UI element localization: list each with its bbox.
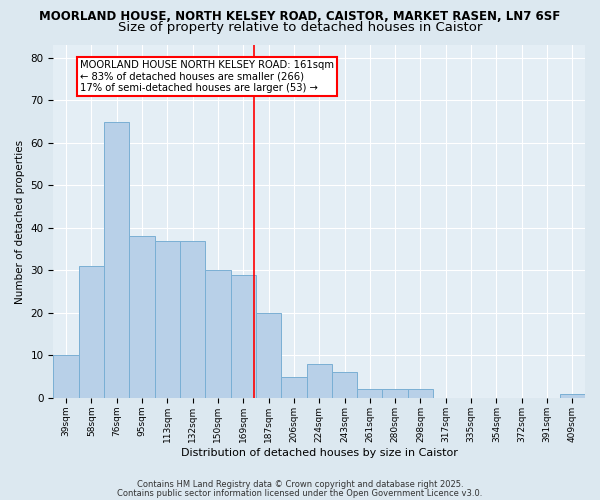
Bar — [230, 274, 256, 398]
Text: Contains public sector information licensed under the Open Government Licence v3: Contains public sector information licen… — [118, 488, 482, 498]
Bar — [560, 394, 585, 398]
Bar — [104, 122, 130, 398]
Text: Size of property relative to detached houses in Caistor: Size of property relative to detached ho… — [118, 21, 482, 34]
Bar — [382, 390, 408, 398]
Bar — [281, 376, 307, 398]
Bar — [408, 390, 433, 398]
Bar — [256, 313, 281, 398]
Bar — [180, 240, 205, 398]
Bar — [357, 390, 382, 398]
Bar — [205, 270, 230, 398]
Text: MOORLAND HOUSE NORTH KELSEY ROAD: 161sqm
← 83% of detached houses are smaller (2: MOORLAND HOUSE NORTH KELSEY ROAD: 161sqm… — [80, 60, 334, 93]
Bar — [130, 236, 155, 398]
Bar — [79, 266, 104, 398]
Bar — [307, 364, 332, 398]
Bar — [53, 356, 79, 398]
Bar — [332, 372, 357, 398]
Bar — [155, 240, 180, 398]
Y-axis label: Number of detached properties: Number of detached properties — [15, 140, 25, 304]
Text: MOORLAND HOUSE, NORTH KELSEY ROAD, CAISTOR, MARKET RASEN, LN7 6SF: MOORLAND HOUSE, NORTH KELSEY ROAD, CAIST… — [40, 10, 560, 23]
X-axis label: Distribution of detached houses by size in Caistor: Distribution of detached houses by size … — [181, 448, 458, 458]
Text: Contains HM Land Registry data © Crown copyright and database right 2025.: Contains HM Land Registry data © Crown c… — [137, 480, 463, 489]
